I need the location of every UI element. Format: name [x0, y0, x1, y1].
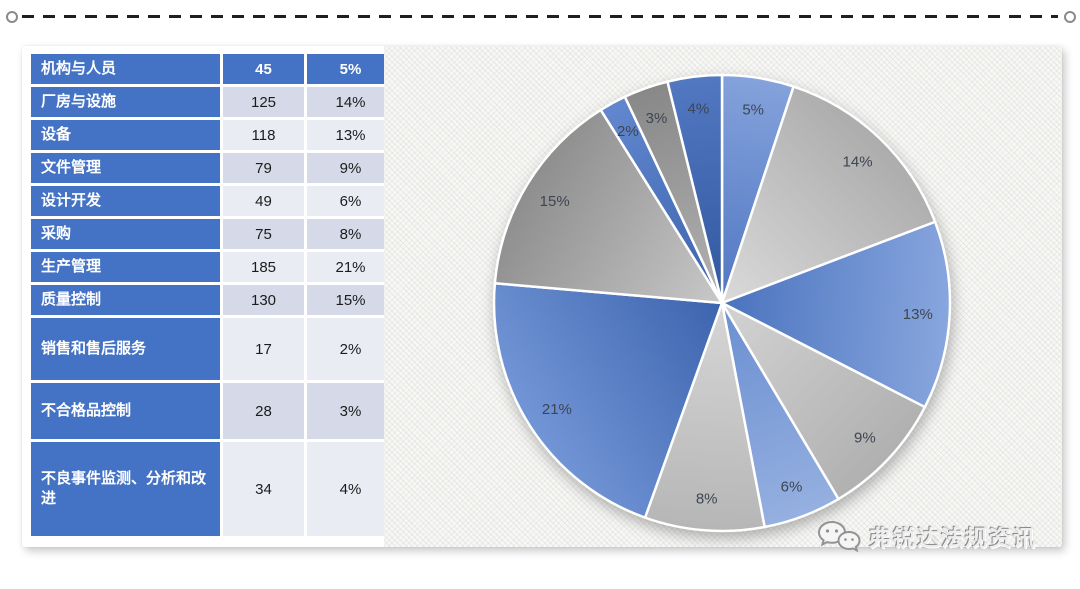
pie-label: 5% — [742, 101, 764, 118]
table-row: 厂房与设施 125 14% — [31, 87, 394, 117]
count-cell: 17 — [223, 318, 304, 380]
divider-end-circle-left — [6, 11, 18, 23]
table-row: 设计开发 49 6% — [31, 186, 394, 216]
count-cell: 45 — [223, 54, 304, 84]
table-row: 不合格品控制 28 3% — [31, 383, 394, 439]
pie-slice-11 — [666, 73, 724, 305]
category-cell: 机构与人员 — [31, 54, 220, 84]
pie-label: 2% — [617, 123, 639, 140]
pie-slice-3 — [720, 220, 952, 409]
percent-cell: 4% — [307, 442, 394, 536]
percent-cell: 21% — [307, 252, 394, 282]
percent-cell: 2% — [307, 318, 394, 380]
wechat-chat-bubbles-icon — [817, 520, 861, 553]
count-cell: 185 — [223, 252, 304, 282]
count-cell: 75 — [223, 219, 304, 249]
count-cell: 118 — [223, 120, 304, 150]
watermark: 弗锐达法规资讯 — [816, 518, 1037, 556]
category-cell: 不合格品控制 — [31, 383, 220, 439]
count-cell: 28 — [223, 383, 304, 439]
pie-slice-7 — [492, 281, 724, 519]
content-card: 机构与人员 45 5% 厂房与设施 125 14% 设备 118 13% 文件管理 79 9% 设计开发… — [22, 46, 1062, 547]
pie-label: 8% — [696, 490, 718, 507]
stats-table-body: 机构与人员 45 5% 厂房与设施 125 14% 设备 118 13% 文件管理 79 9% 设计开发… — [31, 54, 394, 536]
category-cell: 销售和售后服务 — [31, 318, 220, 380]
percent-cell: 14% — [307, 87, 394, 117]
percent-cell: 8% — [307, 219, 394, 249]
category-cell: 文件管理 — [31, 153, 220, 183]
category-cell: 设备 — [31, 120, 220, 150]
count-cell: 125 — [223, 87, 304, 117]
table-row: 机构与人员 45 5% — [31, 54, 394, 84]
table-row: 文件管理 79 9% — [31, 153, 394, 183]
category-cell: 厂房与设施 — [31, 87, 220, 117]
percent-cell: 6% — [307, 186, 394, 216]
percent-cell: 5% — [307, 54, 394, 84]
watermark-text: 弗锐达法规资讯 — [869, 526, 1038, 551]
percent-cell: 15% — [307, 285, 394, 315]
category-cell: 质量控制 — [31, 285, 220, 315]
pie-label: 6% — [781, 478, 803, 495]
pie-label: 21% — [542, 401, 572, 418]
count-cell: 49 — [223, 186, 304, 216]
pie-slice-8 — [493, 108, 724, 305]
pie-label: 3% — [646, 110, 668, 127]
percent-cell: 13% — [307, 120, 394, 150]
table-row: 设备 118 13% — [31, 120, 394, 150]
count-cell: 79 — [223, 153, 304, 183]
table-row: 销售和售后服务 17 2% — [31, 318, 394, 380]
pie-label: 15% — [540, 193, 570, 210]
category-cell: 不良事件监测、分析和改进 — [31, 442, 220, 536]
divider-end-circle-right — [1064, 11, 1076, 23]
percent-cell: 3% — [307, 383, 394, 439]
table-row: 采购 75 8% — [31, 219, 394, 249]
count-cell: 34 — [223, 442, 304, 536]
pie-label: 9% — [854, 429, 876, 446]
pie-chart: 5% 14% 13% 9% 6% 8% 21% 15% 2% 3% 4% — [492, 73, 952, 533]
dashed-line — [22, 15, 1058, 18]
audit-stats-table: 机构与人员 45 5% 厂房与设施 125 14% 设备 118 13% 文件管理 79 9% 设计开发… — [28, 51, 397, 539]
category-cell: 采购 — [31, 219, 220, 249]
count-cell: 130 — [223, 285, 304, 315]
chart-panel: 5% 14% 13% 9% 6% 8% 21% 15% 2% 3% 4% — [384, 46, 1062, 547]
pie-label: 13% — [903, 306, 933, 323]
pie-label: 14% — [843, 153, 873, 170]
table-row: 生产管理 185 21% — [31, 252, 394, 282]
table-row: 不良事件监测、分析和改进 34 4% — [31, 442, 394, 536]
category-cell: 生产管理 — [31, 252, 220, 282]
table-row: 质量控制 130 15% — [31, 285, 394, 315]
category-cell: 设计开发 — [31, 186, 220, 216]
pie-slice-2 — [720, 85, 937, 305]
percent-cell: 9% — [307, 153, 394, 183]
pie-slice-4 — [720, 301, 927, 501]
pie-label: 4% — [688, 100, 710, 117]
pie-slice-6 — [643, 301, 766, 533]
